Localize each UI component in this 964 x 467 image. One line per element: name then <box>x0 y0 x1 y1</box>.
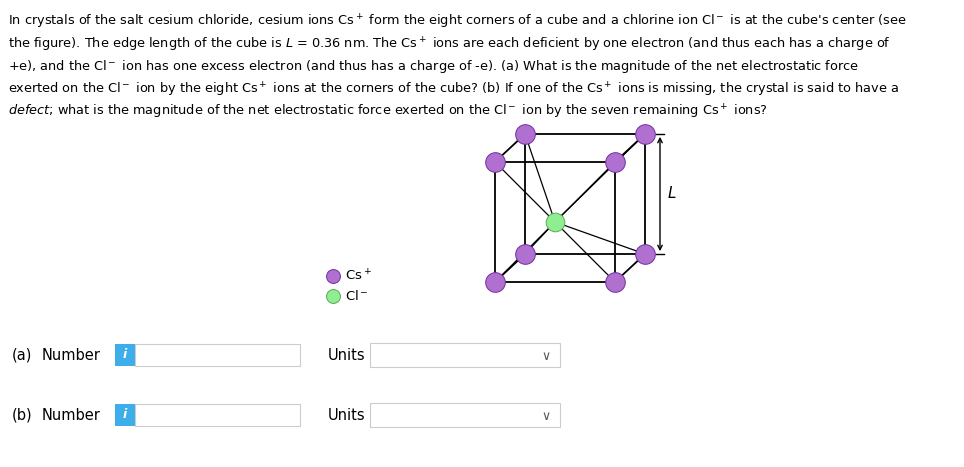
FancyBboxPatch shape <box>370 343 560 367</box>
Point <box>518 250 533 258</box>
FancyBboxPatch shape <box>135 404 300 426</box>
Text: Cs$^+$: Cs$^+$ <box>345 269 372 283</box>
Text: exerted on the Cl$^-$ ion by the eight Cs$^+$ ions at the corners of the cube? (: exerted on the Cl$^-$ ion by the eight C… <box>8 80 898 99</box>
Point <box>325 272 340 280</box>
Text: In crystals of the salt cesium chloride, cesium ions Cs$^+$ form the eight corne: In crystals of the salt cesium chloride,… <box>8 13 906 31</box>
Text: (a): (a) <box>12 347 33 362</box>
Point <box>487 158 502 166</box>
Point <box>487 278 502 286</box>
Point <box>607 278 623 286</box>
Point <box>548 218 563 226</box>
Text: Units: Units <box>328 408 365 423</box>
Text: Units: Units <box>328 347 365 362</box>
FancyBboxPatch shape <box>115 404 135 426</box>
Text: i: i <box>122 409 127 422</box>
FancyBboxPatch shape <box>115 344 135 366</box>
Point <box>637 130 653 138</box>
Text: Cl$^-$: Cl$^-$ <box>345 289 368 303</box>
Point <box>637 250 653 258</box>
Text: the figure). The edge length of the cube is $L$ = 0.36 nm. The Cs$^+$ ions are e: the figure). The edge length of the cube… <box>8 35 891 54</box>
Text: L: L <box>668 186 677 201</box>
Text: (b): (b) <box>12 408 33 423</box>
Text: +e), and the Cl$^-$ ion has one excess electron (and thus has a charge of -e). (: +e), and the Cl$^-$ ion has one excess e… <box>8 58 859 75</box>
Text: ∨: ∨ <box>542 410 550 423</box>
Text: Number: Number <box>42 408 101 423</box>
Text: ∨: ∨ <box>542 349 550 362</box>
Point <box>518 130 533 138</box>
Text: i: i <box>122 348 127 361</box>
FancyBboxPatch shape <box>370 403 560 427</box>
Point <box>325 292 340 300</box>
Text: $\it{defect}$; what is the magnitude of the net electrostatic force exerted on t: $\it{defect}$; what is the magnitude of … <box>8 103 768 121</box>
Point <box>607 158 623 166</box>
Text: Number: Number <box>42 347 101 362</box>
FancyBboxPatch shape <box>135 344 300 366</box>
